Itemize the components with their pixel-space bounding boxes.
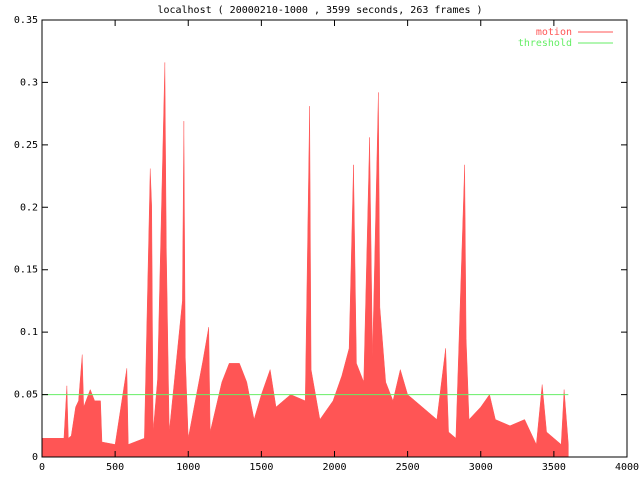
y-tick-label: 0.3 — [20, 77, 38, 88]
legend-label: motion — [536, 27, 572, 38]
y-tick-label: 0.25 — [14, 140, 38, 151]
x-tick-label: 2000 — [322, 462, 346, 473]
x-tick-label: 500 — [106, 462, 124, 473]
x-tick-label: 3500 — [542, 462, 566, 473]
x-tick-label: 2500 — [396, 462, 420, 473]
x-tick-label: 1000 — [176, 462, 200, 473]
chart-title: localhost ( 20000210-1000 , 3599 seconds… — [157, 5, 482, 16]
legend-label: threshold — [518, 38, 572, 49]
y-tick-label: 0.35 — [14, 15, 38, 26]
y-tick-label: 0.1 — [20, 327, 38, 338]
y-tick-label: 0.15 — [14, 265, 38, 276]
y-tick-label: 0 — [32, 452, 38, 463]
y-tick-label: 0.05 — [14, 390, 38, 401]
x-tick-label: 4000 — [615, 462, 639, 473]
x-tick-label: 1500 — [249, 462, 273, 473]
y-tick-label: 0.2 — [20, 202, 38, 213]
x-tick-label: 3000 — [469, 462, 493, 473]
x-tick-label: 0 — [39, 462, 45, 473]
